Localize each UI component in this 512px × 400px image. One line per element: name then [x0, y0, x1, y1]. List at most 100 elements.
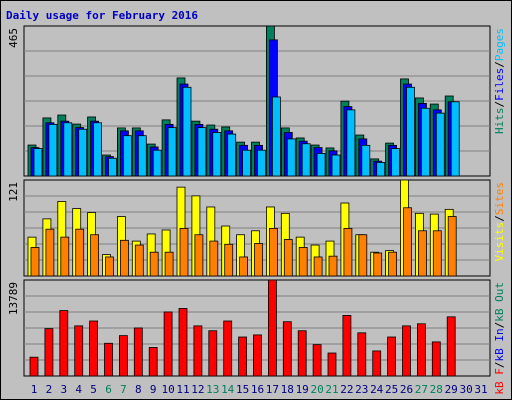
- bar: [164, 251, 174, 277]
- bar: [227, 133, 237, 177]
- bar: [420, 107, 430, 177]
- bar: [402, 325, 411, 377]
- bar: [223, 320, 233, 377]
- bar: [59, 310, 69, 377]
- bar: [179, 227, 189, 277]
- x-tick-label: 16: [251, 383, 264, 396]
- bar: [108, 157, 117, 177]
- bar: [119, 335, 128, 377]
- bar: [331, 154, 341, 177]
- bar: [182, 86, 192, 177]
- bar: [33, 148, 43, 177]
- bar: [197, 127, 207, 177]
- bar: [283, 239, 293, 277]
- x-tick-label: 30: [459, 383, 472, 396]
- x-tick-label: 6: [105, 383, 112, 396]
- bar: [78, 128, 88, 177]
- legend-entry: kB F: [493, 368, 506, 395]
- bar: [238, 336, 248, 377]
- bar: [297, 330, 307, 377]
- bar: [372, 350, 382, 377]
- x-tick-label: 24: [370, 383, 384, 396]
- x-tick-label: 7: [120, 383, 127, 396]
- bar: [123, 135, 132, 177]
- legend: kB F/kB In/kB Out: [493, 282, 506, 395]
- y-tick-label: 121: [7, 182, 20, 202]
- x-tick-label: 20: [310, 383, 323, 396]
- bar: [376, 162, 386, 177]
- bar: [342, 315, 352, 377]
- chart-title: Daily usage for February 2016: [6, 9, 198, 22]
- bar: [29, 356, 39, 377]
- bar: [133, 327, 143, 377]
- bar: [301, 143, 311, 177]
- x-tick-label: 21: [325, 383, 338, 396]
- bar: [435, 112, 445, 177]
- x-tick-label: 17: [266, 383, 279, 396]
- legend-separator: /: [493, 362, 506, 369]
- x-tick-label: 10: [161, 383, 174, 396]
- bar: [450, 101, 460, 177]
- legend-separator: /: [493, 322, 506, 329]
- x-tick-label: 3: [60, 383, 67, 396]
- x-tick-label: 4: [75, 383, 82, 396]
- bar: [45, 228, 55, 277]
- bar: [105, 256, 114, 277]
- bar: [343, 227, 353, 277]
- bar: [254, 243, 263, 277]
- bar: [446, 316, 456, 377]
- bar: [30, 247, 40, 277]
- bar: [89, 320, 98, 377]
- bar: [432, 230, 442, 277]
- legend-separator: /: [493, 215, 506, 222]
- bar: [44, 328, 54, 377]
- x-tick-label: 26: [400, 383, 413, 396]
- x-tick-label: 1: [31, 383, 38, 396]
- bar: [93, 122, 102, 177]
- x-tick-label: 28: [430, 383, 443, 396]
- x-tick-label: 13: [206, 383, 219, 396]
- legend-separator: /: [493, 61, 506, 68]
- legend: Visits/Sites: [493, 182, 506, 262]
- bar: [209, 240, 219, 277]
- bar: [373, 252, 383, 277]
- bar: [328, 255, 338, 277]
- bar: [257, 149, 266, 177]
- bar: [271, 96, 281, 177]
- bar: [388, 251, 398, 277]
- x-tick-label: 23: [355, 383, 368, 396]
- bar: [406, 86, 415, 177]
- bar: [137, 135, 147, 177]
- legend: Hits/Files/Pages: [493, 28, 506, 134]
- bar: [282, 321, 292, 377]
- x-tick-label: 9: [150, 383, 157, 396]
- x-tick-label: 22: [340, 383, 353, 396]
- bar: [167, 127, 177, 177]
- bar: [60, 236, 70, 277]
- bar: [298, 247, 308, 277]
- bar: [403, 207, 412, 277]
- bar: [391, 148, 401, 177]
- bar: [286, 138, 296, 177]
- bar: [74, 325, 84, 377]
- x-tick-label: 27: [415, 383, 428, 396]
- bar: [224, 243, 234, 277]
- legend-separator: /: [493, 101, 506, 108]
- bar: [267, 279, 277, 377]
- x-tick-label: 8: [135, 383, 142, 396]
- legend-entry: Sites: [493, 182, 506, 215]
- x-tick-label: 25: [385, 383, 398, 396]
- legend-entry: Visits: [493, 222, 506, 262]
- bar: [178, 308, 188, 377]
- bar: [90, 234, 99, 277]
- x-tick-label: 12: [191, 383, 204, 396]
- bar: [357, 332, 367, 377]
- bar: [63, 122, 73, 177]
- bar: [242, 149, 252, 177]
- legend-entry: Files: [493, 68, 506, 101]
- y-tick-label: 13789: [7, 282, 20, 315]
- y-tick-label: 465: [7, 28, 20, 48]
- legend-entry: kB In: [493, 328, 506, 361]
- bar: [134, 244, 144, 277]
